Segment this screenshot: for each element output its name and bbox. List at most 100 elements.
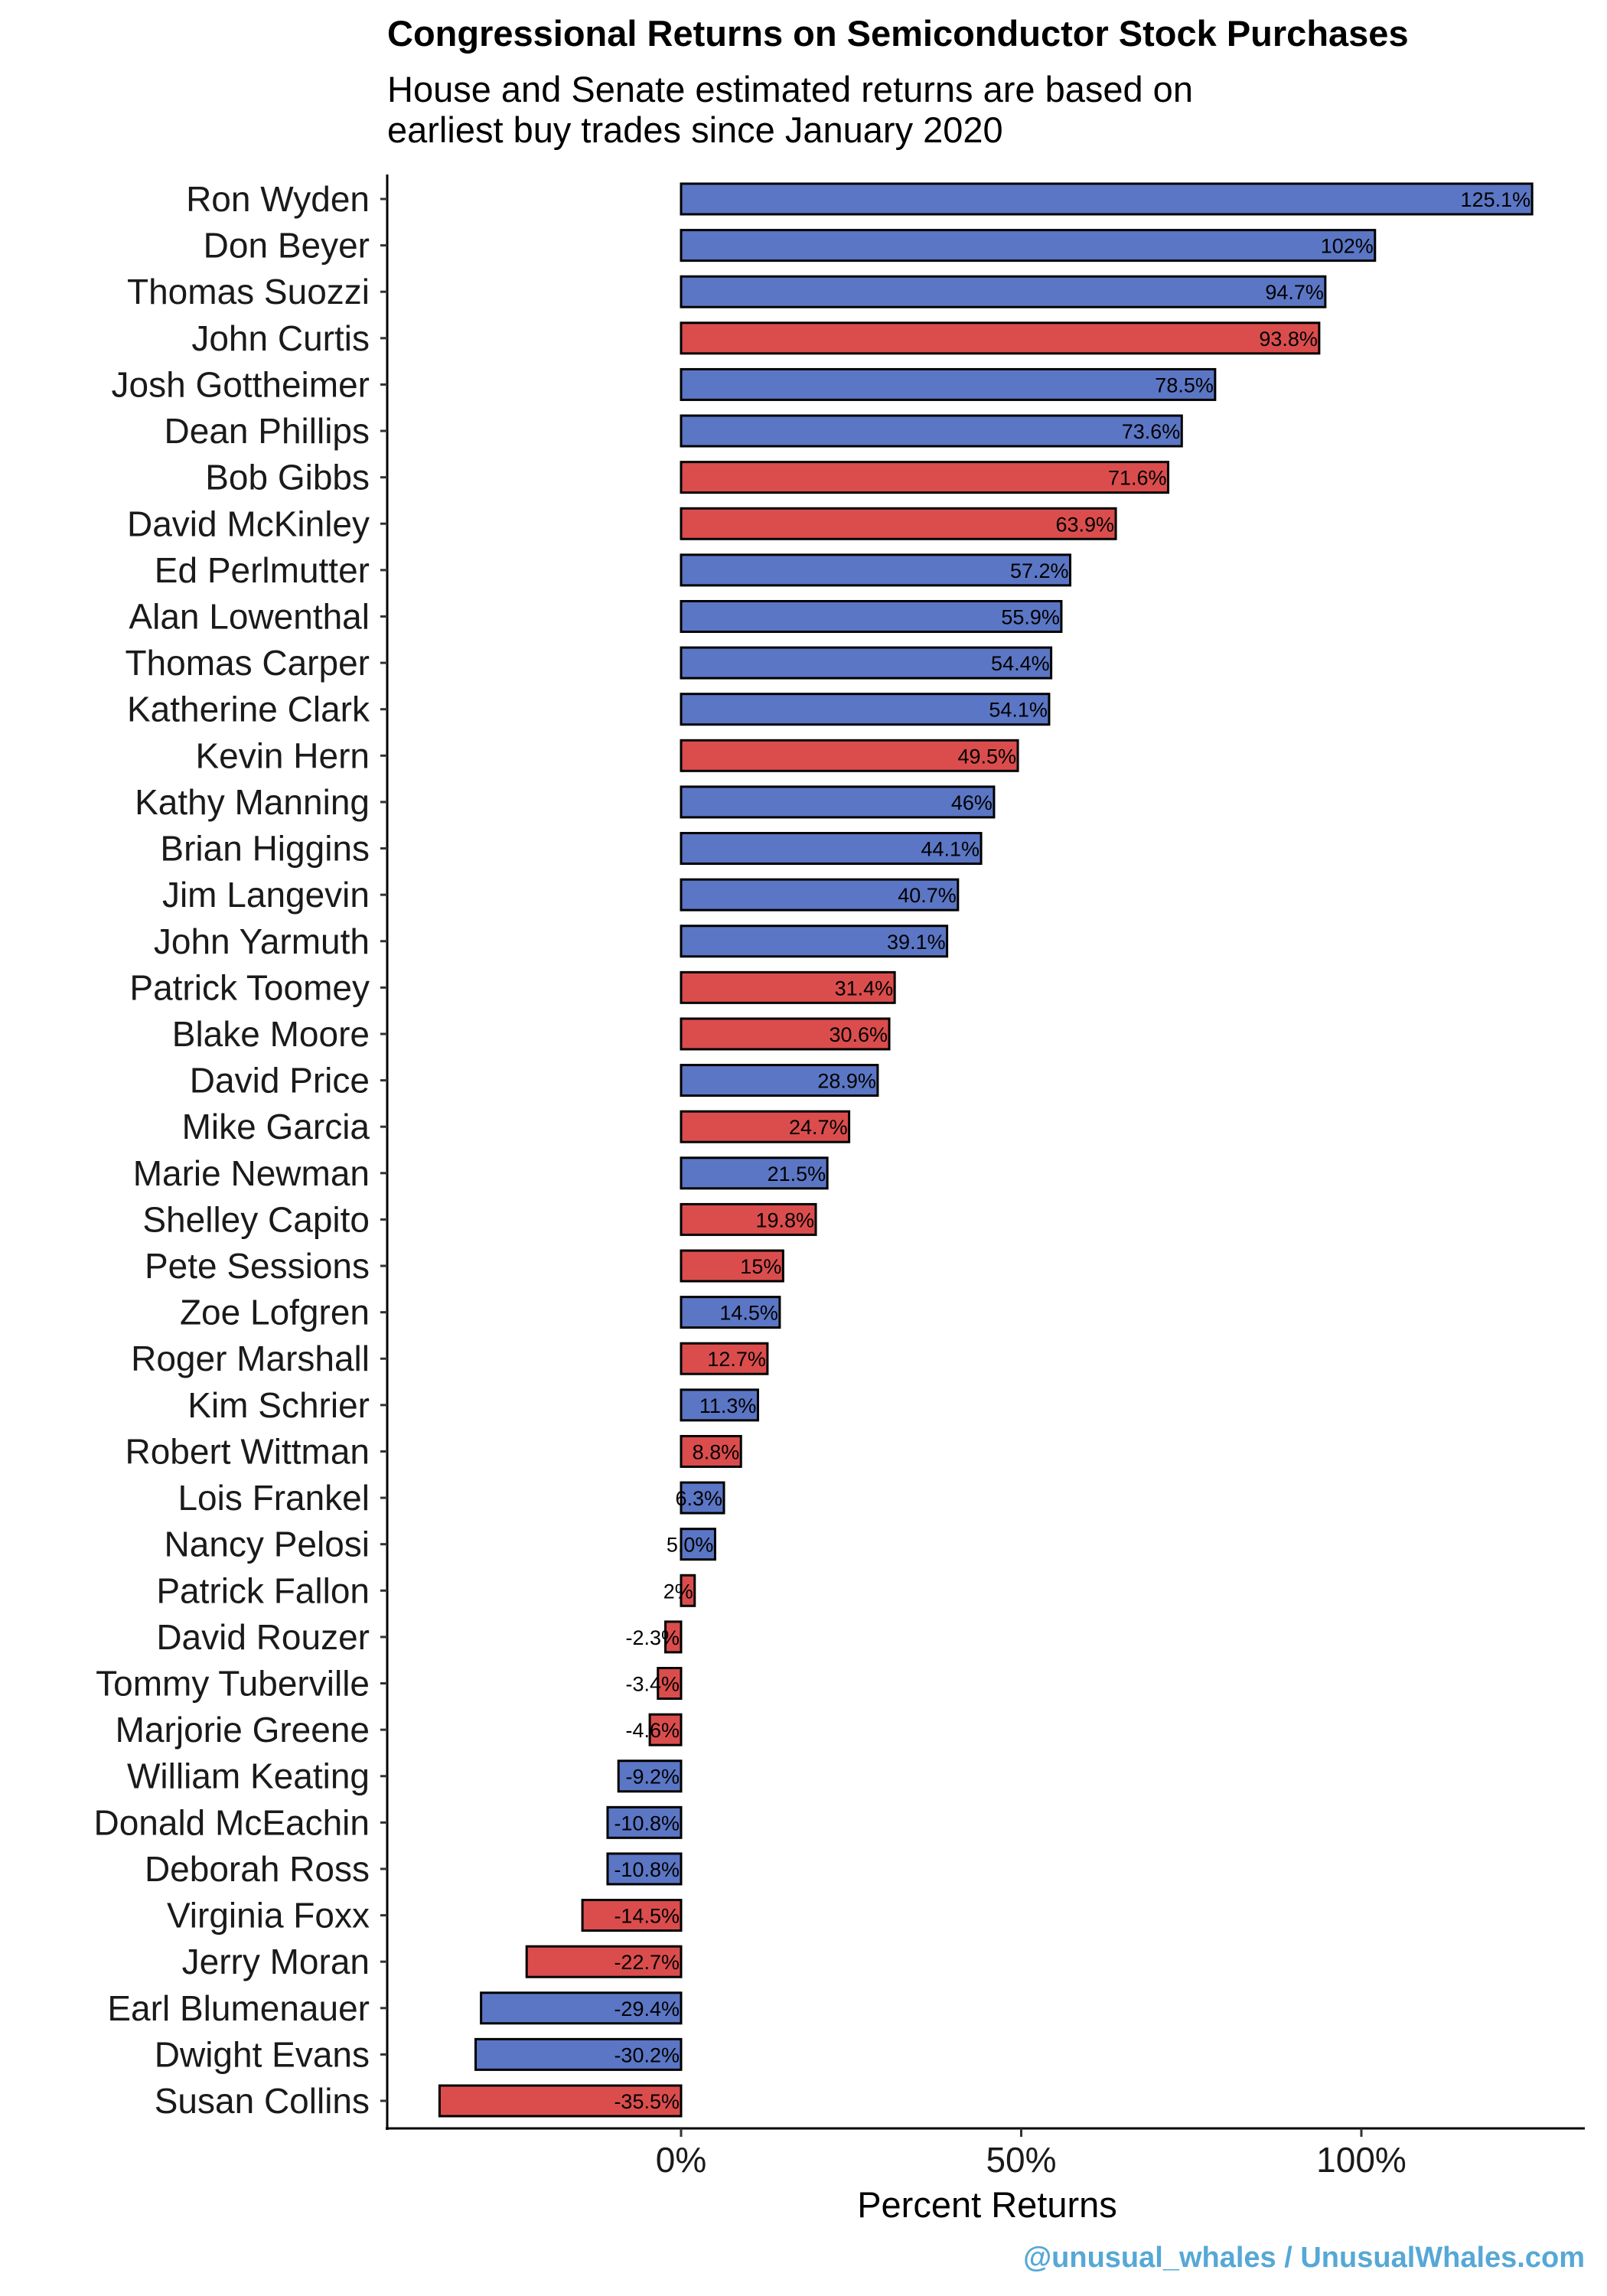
bar xyxy=(680,1574,696,1607)
x-axis-title: Percent Returns xyxy=(857,2184,1117,2225)
y-tick-label: Zoe Lofgren xyxy=(180,1293,370,1332)
bar xyxy=(648,1713,683,1746)
chart-title: Congressional Returns on Semiconductor S… xyxy=(387,13,1409,54)
bar xyxy=(680,1156,829,1190)
bar xyxy=(680,275,1327,308)
bar xyxy=(474,2037,683,2071)
y-tick-label: John Curtis xyxy=(191,318,370,358)
bar xyxy=(480,1991,683,2025)
chart-subtitle-line-1: House and Senate estimated returns are b… xyxy=(387,69,1193,109)
y-tick-label: David McKinley xyxy=(127,504,370,543)
bar-value-label: 57.2% xyxy=(1010,559,1069,582)
y-tick-label: Ron Wyden xyxy=(186,179,370,219)
bar xyxy=(606,1805,683,1839)
y-tick-label: Katherine Clark xyxy=(127,690,370,729)
y-tick-label: Pete Sessions xyxy=(145,1246,370,1286)
bar xyxy=(680,970,896,1004)
bar xyxy=(680,461,1170,494)
y-tick-label: Roger Marshall xyxy=(131,1339,370,1378)
bar xyxy=(664,1620,683,1654)
bar-value-label: 12.7% xyxy=(707,1348,766,1371)
bar-value-label: 78.5% xyxy=(1155,373,1214,396)
bar xyxy=(680,367,1217,401)
bar xyxy=(680,1528,716,1561)
bar-value-label: 5.0% xyxy=(667,1534,714,1557)
bar xyxy=(680,1296,781,1329)
bar-value-label: 2% xyxy=(663,1580,693,1603)
bar-value-label: 31.4% xyxy=(835,977,894,1000)
bar-value-label: -29.4% xyxy=(614,1998,680,2020)
bar-value-label: 11.3% xyxy=(699,1394,757,1417)
chart-subtitle-line-2: earliest buy trades since January 2020 xyxy=(387,109,1003,150)
y-tick-label: Shelley Capito xyxy=(142,1199,370,1239)
y-tick-label: Patrick Toomey xyxy=(129,967,370,1007)
bar xyxy=(680,878,960,912)
bar-value-label: 46% xyxy=(951,791,993,814)
bar xyxy=(680,646,1053,680)
bar xyxy=(680,1249,784,1283)
y-tick-label: Dean Phillips xyxy=(165,411,370,451)
bar-value-label: 24.7% xyxy=(789,1116,848,1139)
y-tick-label: Dwight Evans xyxy=(155,2034,370,2074)
bar xyxy=(680,1110,851,1143)
x-tick-label: 50% xyxy=(986,2140,1056,2180)
y-tick-label: Thomas Carper xyxy=(125,643,370,683)
bar xyxy=(617,1760,683,1793)
y-tick-label: Tommy Tuberville xyxy=(96,1664,370,1704)
bar-value-label: -35.5% xyxy=(614,2090,680,2113)
bar xyxy=(525,1945,683,1978)
y-tick-label: Donald McEachin xyxy=(93,1802,370,1842)
y-tick-label: Kathy Manning xyxy=(135,782,370,822)
y-tick-label: John Yarmuth xyxy=(154,921,370,961)
bar-value-label: 6.3% xyxy=(675,1487,722,1510)
y-tick-label: Thomas Suozzi xyxy=(127,272,370,311)
y-tick-label: Marie Newman xyxy=(133,1153,370,1193)
bar xyxy=(680,1481,725,1515)
bar-value-label: 15% xyxy=(740,1255,781,1278)
bar xyxy=(680,1064,879,1097)
bar xyxy=(680,1017,891,1051)
bar-value-label: 49.5% xyxy=(957,745,1016,768)
y-tick-label: Virginia Foxx xyxy=(167,1896,370,1936)
bar-value-label: -14.5% xyxy=(614,1905,680,1928)
y-tick-label: David Price xyxy=(190,1061,370,1101)
y-tick-label: Jerry Moran xyxy=(182,1942,370,1981)
bar xyxy=(680,1434,742,1468)
bar xyxy=(680,925,949,958)
bar xyxy=(680,599,1063,633)
bar xyxy=(606,1852,683,1886)
bar-value-label: 19.8% xyxy=(755,1208,814,1231)
bar-value-label: -2.3% xyxy=(625,1626,680,1649)
bar xyxy=(680,321,1321,355)
bar xyxy=(680,785,996,819)
bar-value-label: 55.9% xyxy=(1001,605,1060,628)
bar xyxy=(680,832,983,866)
y-tick-label: Nancy Pelosi xyxy=(165,1525,370,1564)
y-tick-label: Kevin Hern xyxy=(195,735,370,775)
bar-value-label: -9.2% xyxy=(625,1766,680,1789)
y-tick-label: David Rouzer xyxy=(156,1617,370,1657)
y-tick-label: Lois Frankel xyxy=(178,1478,370,1518)
y-tick-label: Deborah Ross xyxy=(145,1849,370,1889)
bar-value-label: 54.1% xyxy=(989,699,1048,722)
y-tick-label: Jim Langevin xyxy=(162,875,370,915)
watermark-text: @unusual_whales / UnusualWhales.com xyxy=(1023,2242,1585,2274)
y-tick-label: Bob Gibbs xyxy=(205,458,370,497)
bar xyxy=(680,1388,759,1422)
bar-value-label: 94.7% xyxy=(1265,281,1324,304)
bar xyxy=(680,1202,817,1236)
y-tick-label: Kim Schrier xyxy=(187,1385,370,1425)
bar-value-label: 30.6% xyxy=(829,1023,888,1046)
y-tick-label: Ed Perlmutter xyxy=(155,550,370,590)
y-tick-label: Brian Higgins xyxy=(160,829,370,869)
bar-value-label: 125.1% xyxy=(1461,188,1531,211)
bar xyxy=(680,507,1117,540)
y-tick-label: Don Beyer xyxy=(204,226,370,266)
bar xyxy=(680,229,1377,263)
bar-value-label: -3.4% xyxy=(625,1673,680,1696)
bar-value-label: -22.7% xyxy=(614,1951,680,1974)
y-tick-label: William Keating xyxy=(127,1756,370,1796)
bar xyxy=(438,2084,683,2118)
bar xyxy=(680,414,1183,448)
